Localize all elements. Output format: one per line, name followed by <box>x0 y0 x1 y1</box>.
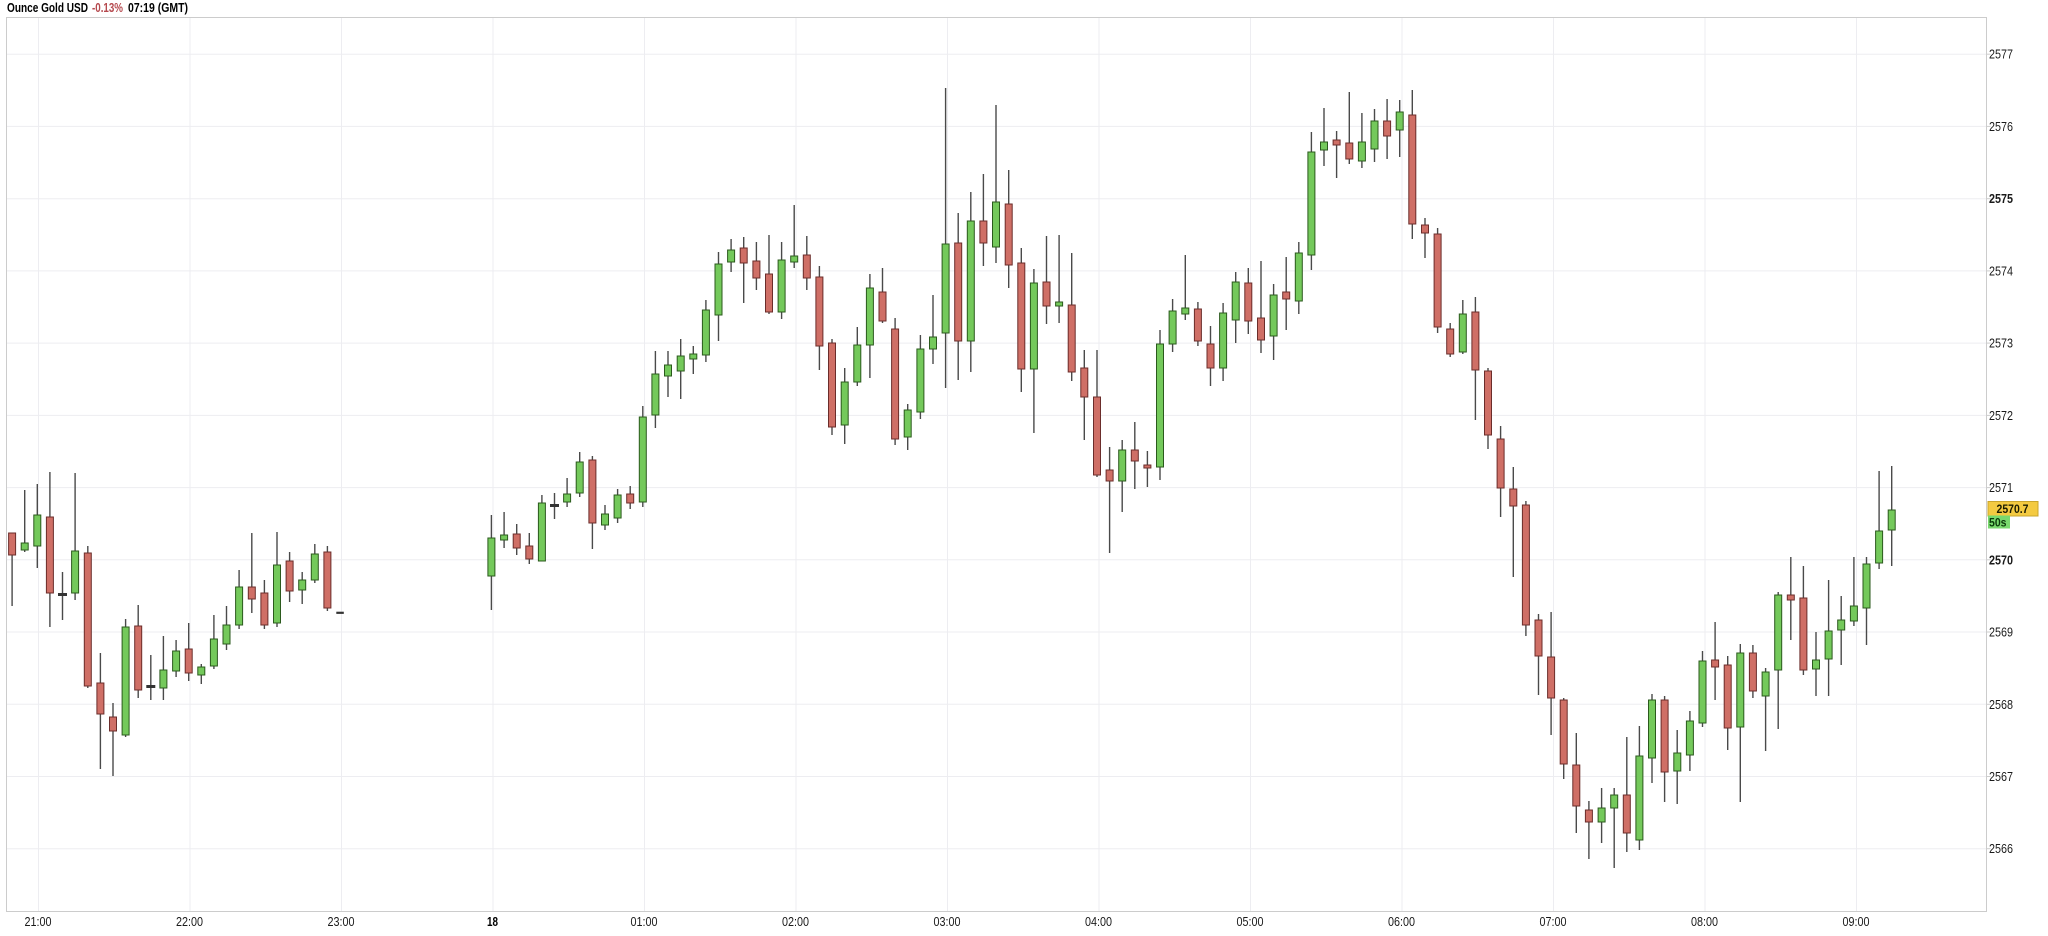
svg-text:2566: 2566 <box>1989 841 2013 856</box>
svg-text:02:00: 02:00 <box>782 914 809 929</box>
svg-text:2567: 2567 <box>1989 769 2013 784</box>
svg-text:06:00: 06:00 <box>1388 914 1415 929</box>
svg-text:2575: 2575 <box>1989 191 2013 206</box>
svg-text:08:00: 08:00 <box>1691 914 1718 929</box>
svg-text:18: 18 <box>487 914 498 929</box>
svg-text:07:19 (GMT): 07:19 (GMT) <box>128 0 188 15</box>
svg-text:2570: 2570 <box>1989 552 2013 567</box>
svg-text:Ounce Gold USD: Ounce Gold USD <box>7 0 88 15</box>
svg-text:03:00: 03:00 <box>934 914 961 929</box>
svg-text:2572: 2572 <box>1989 408 2013 423</box>
svg-text:50s: 50s <box>1989 516 2007 530</box>
svg-text:01:00: 01:00 <box>631 914 658 929</box>
svg-text:2577: 2577 <box>1989 47 2013 62</box>
svg-text:07:00: 07:00 <box>1540 914 1567 929</box>
svg-text:2568: 2568 <box>1989 697 2013 712</box>
svg-text:-0.13%: -0.13% <box>92 0 123 15</box>
svg-text:23:00: 23:00 <box>328 914 355 929</box>
svg-text:2571: 2571 <box>1989 480 2013 495</box>
svg-text:04:00: 04:00 <box>1085 914 1112 929</box>
svg-text:2569: 2569 <box>1989 625 2013 640</box>
svg-text:2574: 2574 <box>1989 263 2013 278</box>
svg-text:21:00: 21:00 <box>25 914 52 929</box>
svg-text:05:00: 05:00 <box>1237 914 1264 929</box>
svg-text:2576: 2576 <box>1989 119 2013 134</box>
svg-text:09:00: 09:00 <box>1843 914 1870 929</box>
svg-text:2573: 2573 <box>1989 336 2013 351</box>
svg-text:22:00: 22:00 <box>176 914 203 929</box>
svg-text:2570.7: 2570.7 <box>1997 502 2029 516</box>
